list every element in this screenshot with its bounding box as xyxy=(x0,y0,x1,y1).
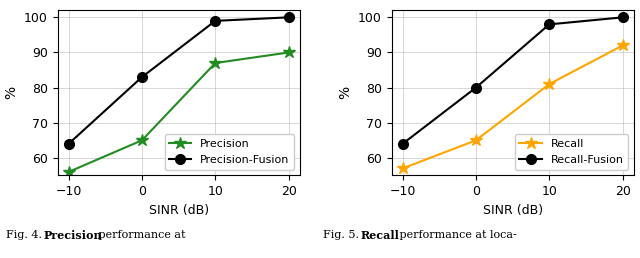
Recall xyxy=(619,44,627,47)
Recall xyxy=(399,167,406,170)
Precision xyxy=(138,139,146,142)
Precision-Fusion xyxy=(138,76,146,79)
Text: Recall: Recall xyxy=(360,230,399,241)
Precision xyxy=(65,170,72,173)
X-axis label: SINR (dB): SINR (dB) xyxy=(483,204,543,217)
Y-axis label: %: % xyxy=(339,86,353,99)
Recall-Fusion xyxy=(545,23,553,26)
Recall-Fusion xyxy=(399,142,406,145)
Recall xyxy=(472,139,480,142)
Precision-Fusion xyxy=(65,142,72,145)
Precision xyxy=(211,61,219,64)
X-axis label: SINR (dB): SINR (dB) xyxy=(148,204,209,217)
Recall-Fusion xyxy=(619,16,627,19)
Line: Precision-Fusion: Precision-Fusion xyxy=(64,12,294,149)
Precision xyxy=(285,51,292,54)
Text: performance at: performance at xyxy=(95,230,185,240)
Legend: Precision, Precision-Fusion: Precision, Precision-Fusion xyxy=(164,134,294,170)
Line: Recall-Fusion: Recall-Fusion xyxy=(397,12,627,149)
Y-axis label: %: % xyxy=(4,86,19,99)
Line: Recall: Recall xyxy=(396,39,629,175)
Line: Precision: Precision xyxy=(62,46,295,178)
Text: performance at loca-: performance at loca- xyxy=(396,230,516,240)
Precision-Fusion xyxy=(285,16,292,19)
Recall-Fusion xyxy=(472,86,480,89)
Recall xyxy=(545,83,553,86)
Text: Fig. 4.: Fig. 4. xyxy=(6,230,46,240)
Text: Fig. 5.: Fig. 5. xyxy=(323,230,363,240)
Precision-Fusion xyxy=(211,19,219,22)
Text: Precision: Precision xyxy=(44,230,102,241)
Legend: Recall, Recall-Fusion: Recall, Recall-Fusion xyxy=(515,134,628,170)
